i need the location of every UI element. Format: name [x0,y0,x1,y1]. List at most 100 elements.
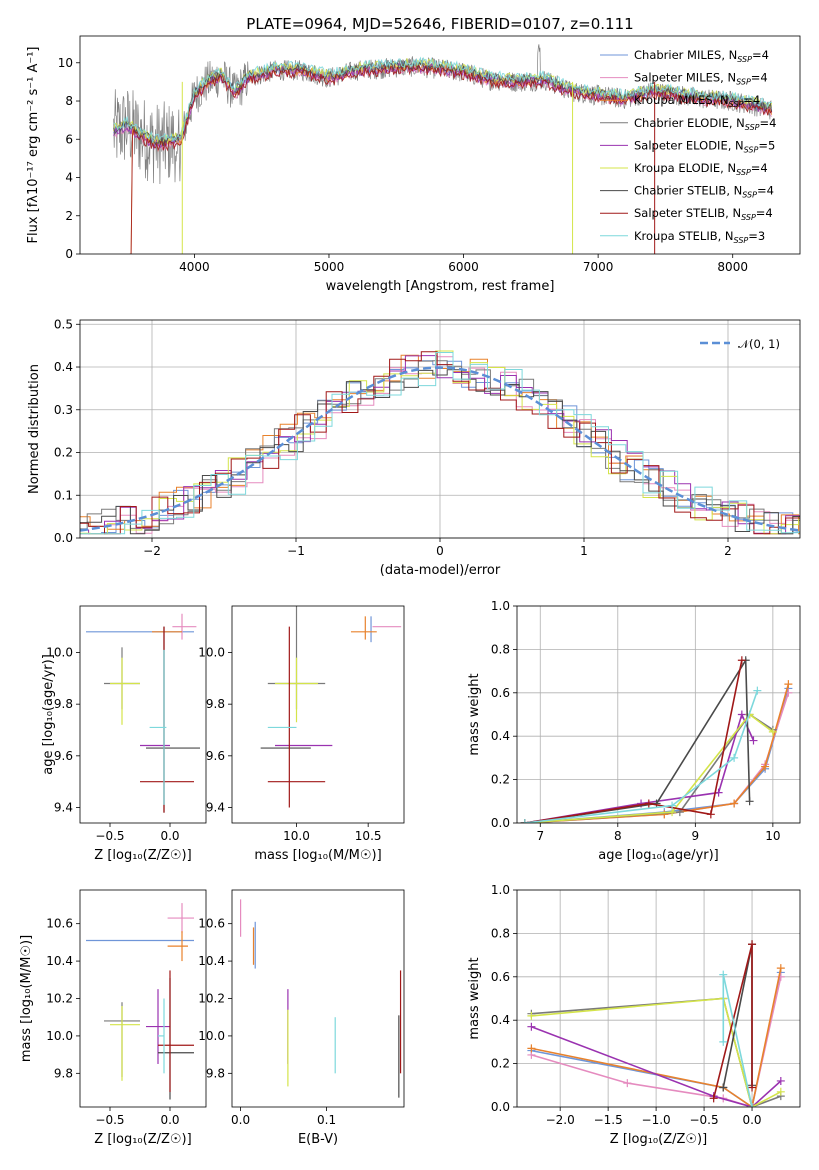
y-tick-label: 0.2 [491,1057,510,1071]
x-tick-label: 0 [436,544,444,558]
histogram-salpeter_stelib [80,351,800,535]
x-axis-label: age [log₁₀(age/yr)] [598,848,719,863]
x-tick-label: 0.0 [160,1113,179,1127]
y-tick-label: 8 [65,94,73,108]
x-tick-label: 8000 [717,260,748,274]
histogram-kroupa_stelib [80,352,800,535]
y-tick-label: 10.0 [198,1029,225,1043]
axes-frame [79,35,801,255]
x-axis-label: Z [log₁₀(Z/Z☉)] [94,848,191,863]
y-tick-label: 0.4 [491,729,510,743]
weight-marker-kroupa_miles [776,964,785,973]
legend-nssp: =4 [760,116,777,130]
weight-marker-salpeter_stelib [644,799,653,808]
axes-frame [516,889,801,1108]
plot-area [260,606,402,808]
weight-marker-kroupa_stelib [748,1103,757,1107]
weight-marker-kroupa_miles [784,680,793,689]
legend-subscript: SSP [734,236,749,245]
y-tick-label: 10.4 [198,954,225,968]
x-tick-label: −0.5 [689,1113,718,1127]
y-tick-label: 9.8 [54,1066,73,1080]
legend-subscript: SSP [744,145,759,154]
weight-line-chabrier_stelib [524,657,751,823]
axes-frame [231,605,405,824]
weight-line-kroupa_elodie [531,997,782,1107]
plot-area [80,350,800,535]
legend-nssp: =4 [752,48,769,62]
weight-marker-kroupa_miles [527,1044,536,1053]
weight-marker-kroupa_stelib [719,1037,728,1046]
x-tick-label: −1 [287,544,305,558]
histogram-chabrier_miles [80,360,800,535]
legend-model-name: Kroupa MILES, N [634,93,729,107]
x-tick-label: 10.0 [283,829,310,843]
y-tick-label: 10.2 [46,992,73,1006]
legend-nssp: =4 [751,161,768,175]
y-tick-label: 0.6 [491,686,510,700]
y-axis-label: mass weight [467,957,482,1039]
legend-model-name: Salpeter MILES, N [634,71,736,85]
legend-nssp: =4 [743,93,760,107]
plot-area [527,940,785,1107]
weight-marker-kroupa_elodie [527,1011,536,1020]
weight-line-salpeter_stelib [524,660,743,823]
legend-label: Kroupa STELIB, NSSP=3 [634,229,765,245]
panel-age-vs-Z: −0.5 0.0 9.4 9.6 9.8 10.0 Z [log₁₀(Z/Z☉)] age [… [41,605,207,863]
legend-label: Salpeter STELIB, NSSP=4 [634,206,773,222]
x-tick-label: −1.5 [594,1113,623,1127]
x-axis-label: (data-model)/error [380,563,501,578]
histogram-salpeter_elodie [80,355,800,535]
x-tick-label: 2 [724,544,732,558]
y-tick-label: 0.8 [491,642,510,656]
y-tick-label: 9.8 [206,697,225,711]
legend-model-name: Chabrier MILES, N [634,48,737,62]
legend-model-name: Chabrier STELIB, N [634,184,742,198]
panel-spectrum: 4000 5000 6000 7000 8000 0 2 4 6 8 10 wavelength [A… [26,35,801,294]
plot-area [240,899,402,1098]
legend-subscript: SSP [745,123,760,132]
y-tick-label: 0.5 [54,317,73,331]
weight-marker-kroupa_elodie [768,727,777,736]
y-axis-label: Flux [fλ10⁻¹⁷ erg cm⁻² s⁻¹ A⁻¹] [26,47,41,244]
legend-label: Salpeter ELODIE, NSSP=5 [634,138,775,154]
x-tick-label: 10 [765,829,780,843]
y-axis-label: mass weight [467,673,482,755]
weight-marker-salpeter_miles [776,972,785,981]
y-tick-label: 10.6 [198,917,225,931]
x-tick-label: 7 [536,829,544,843]
x-tick-label: 0.0 [160,829,179,843]
histogram-chabrier_stelib [80,369,800,535]
weight-marker-kroupa_stelib [668,801,677,810]
legend-subscript: SSP [741,213,756,222]
weight-marker-salpeter_elodie [737,710,746,719]
y-tick-label: 0.3 [54,403,73,417]
legend-label: Kroupa MILES, NSSP=4 [634,93,760,109]
x-tick-label: 7000 [583,260,614,274]
histogram-salpeter_miles [80,356,800,535]
panel-residuals: −2 −1 0 1 2 0.0 0.1 0.2 0.3 0.4 0.5 (data-model)/er… [27,317,801,578]
weight-marker-kroupa_miles [761,762,770,771]
x-tick-label: 0.1 [317,1113,336,1127]
y-tick-label: 0.4 [491,1013,510,1027]
y-axis-label: Normed distribution [27,364,42,494]
legend-model-name: Salpeter STELIB, N [634,206,741,220]
legend-subscript: SSP [736,168,751,177]
x-tick-label: 5000 [314,260,345,274]
y-axis-label: mass [log₁₀(M/M☉)] [19,935,34,1062]
plot-area [86,613,200,813]
weight-marker-kroupa_stelib [730,753,739,762]
weight-marker-salpeter_stelib [748,940,757,949]
panel-weight-vs-Z: −2.0 −1.5 −1.0 −0.5 0.0 0.0 0.2 0.4 0.6 0.8 1.0 Z [… [467,883,801,1147]
model-spectrum-kroupa_elodie [113,58,773,145]
y-tick-label: 0.2 [491,773,510,787]
y-tick-label: 9.4 [206,801,225,815]
y-tick-label: 10 [58,56,73,70]
weight-marker-kroupa_stelib [520,819,529,823]
weight-line-salpeter_elodie [531,1025,782,1107]
weight-marker-kroupa_stelib [753,686,762,695]
legend-subscript: SSP [736,78,751,87]
x-tick-label: 4000 [179,260,210,274]
weight-line-kroupa_stelib [524,690,759,823]
